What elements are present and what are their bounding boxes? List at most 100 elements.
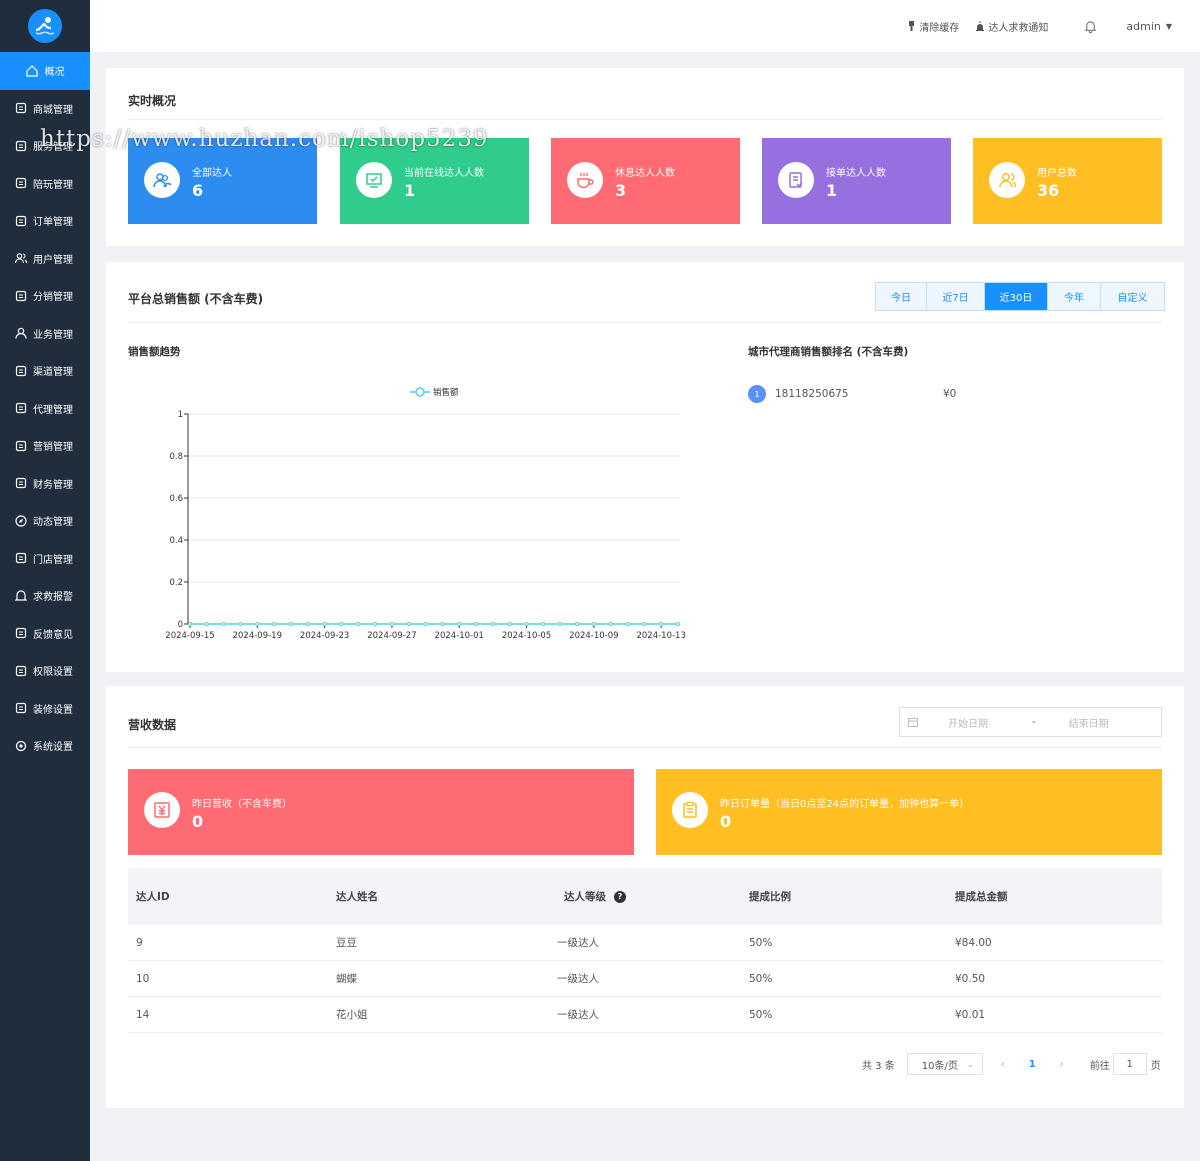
range-option[interactable]: 近7日 [927, 283, 985, 310]
clear-cache-button[interactable]: 清除缓存 [907, 19, 959, 34]
data-point [609, 622, 612, 625]
revenue-stat-label: 昨日营收（不含车费） [192, 795, 292, 810]
date-range-picker[interactable]: 开始日期 - 结束日期 [899, 707, 1162, 737]
data-point [676, 622, 679, 625]
sidebar-item-label: 渠道管理 [33, 363, 73, 378]
calendar-icon [908, 717, 918, 727]
x-tick-label: 2024-09-27 [367, 631, 416, 641]
range-option[interactable]: 今日 [876, 283, 927, 310]
x-tick-label: 2024-10-09 [569, 631, 618, 641]
sidebar-item-5[interactable]: 用户管理 [0, 240, 90, 278]
coffee-icon [567, 162, 603, 198]
legend-label[interactable]: 销售额 [433, 387, 459, 398]
top-bar: 清除缓存 达人求救通知 admin ▼ [90, 0, 1200, 52]
data-point [306, 622, 309, 625]
range-option[interactable]: 今年 [1048, 283, 1101, 310]
marketing-icon [14, 439, 27, 452]
stat-label: 全部达人 [192, 164, 232, 179]
sidebar-item-15[interactable]: 反馈意见 [0, 615, 90, 653]
brush-icon [907, 21, 916, 31]
prev-page-button[interactable]: ‹ [1001, 1059, 1005, 1070]
sidebar-item-label: 门店管理 [33, 551, 73, 566]
table-cell: 10 [128, 973, 336, 985]
data-point [575, 622, 578, 625]
table-cell: 一级达人 [542, 971, 749, 986]
start-date-input[interactable]: 开始日期 [948, 715, 1008, 730]
y-tick-label: 0.6 [169, 494, 183, 504]
table-row: 14 花小姐 一级达人 50% ¥0.01 [128, 997, 1162, 1033]
user-group-icon [989, 162, 1025, 198]
data-point [508, 622, 511, 625]
sidebar-item-13[interactable]: 门店管理 [0, 540, 90, 578]
sidebar-item-18[interactable]: 系统设置 [0, 727, 90, 765]
col-header: 提成总金额 [955, 889, 1162, 904]
sidebar-item-0[interactable]: 概况 [0, 52, 90, 90]
stat-card: 当前在线达人人数 1 [340, 138, 529, 224]
sidebar-item-2[interactable]: 服务管理 [0, 127, 90, 165]
page-number[interactable]: 1 [1029, 1059, 1036, 1070]
x-tick-label: 2024-10-01 [435, 631, 484, 641]
stat-label: 接单达人人数 [826, 164, 886, 179]
rank-number: 1 [748, 385, 766, 403]
sidebar-item-label: 求救报警 [33, 588, 73, 603]
sidebar-item-label: 分销管理 [33, 288, 73, 303]
total-count: 共 3 条 [862, 1057, 895, 1072]
data-point [626, 622, 629, 625]
table-cell: 50% [749, 1009, 955, 1021]
sidebar-item-11[interactable]: 财务管理 [0, 465, 90, 503]
sidebar-item-7[interactable]: 业务管理 [0, 315, 90, 353]
range-option[interactable]: 自定义 [1101, 283, 1164, 310]
sidebar-item-3[interactable]: 陪玩管理 [0, 165, 90, 203]
stat-card: 接单达人人数 1 [762, 138, 951, 224]
table-cell: ¥0.01 [955, 1009, 1162, 1021]
page-unit-label: 页 [1151, 1057, 1161, 1072]
sos-notice-button[interactable]: 达人求救通知 [975, 19, 1048, 34]
rank-item: 1 18118250675 ¥0 [748, 385, 956, 403]
sos-notice-label: 达人求救通知 [988, 19, 1048, 34]
sidebar-item-16[interactable]: 权限设置 [0, 652, 90, 690]
table-cell: 9 [128, 937, 336, 949]
table-row: 10 蝴蝶 一级达人 50% ¥0.50 [128, 961, 1162, 997]
sales-title: 平台总销售额 (不含车费) [128, 290, 263, 307]
sidebar-item-6[interactable]: 分销管理 [0, 277, 90, 315]
sidebar-item-label: 服务管理 [33, 138, 73, 153]
range-option[interactable]: 近30日 [985, 283, 1048, 310]
data-point [239, 622, 242, 625]
rank-amount: ¥0 [943, 388, 956, 400]
stat-value: 3 [615, 181, 626, 200]
page-size-select[interactable]: 10条/页 ⌄ [907, 1053, 983, 1075]
sitemap-icon [14, 289, 27, 302]
x-tick-label: 2024-09-19 [233, 631, 282, 641]
sidebar-item-label: 概况 [45, 63, 65, 78]
data-point [592, 622, 595, 625]
sidebar-item-17[interactable]: 装修设置 [0, 690, 90, 728]
data-point [559, 622, 562, 625]
sidebar-item-14[interactable]: 求救报警 [0, 577, 90, 615]
sidebar-item-9[interactable]: 代理管理 [0, 390, 90, 428]
data-point [424, 622, 427, 625]
user-dropdown[interactable]: admin ▼ [1126, 20, 1172, 33]
notification-bell[interactable] [1084, 20, 1100, 33]
store-icon [14, 552, 27, 565]
data-point [340, 622, 343, 625]
next-page-button[interactable]: › [1060, 1059, 1064, 1070]
goto-page-input[interactable]: 1 [1113, 1053, 1147, 1075]
logo-icon [28, 9, 62, 43]
end-date-input[interactable]: 结束日期 [1069, 715, 1109, 730]
sidebar-item-8[interactable]: 渠道管理 [0, 352, 90, 390]
compass-icon [14, 514, 27, 527]
sidebar-item-4[interactable]: 订单管理 [0, 202, 90, 240]
stat-card: 全部达人 6 [128, 138, 317, 224]
sidebar-item-12[interactable]: 动态管理 [0, 502, 90, 540]
y-tick-label: 0.4 [169, 536, 183, 546]
data-point [542, 622, 545, 625]
help-icon[interactable]: ? [614, 891, 626, 903]
sidebar-item-1[interactable]: 商城管理 [0, 90, 90, 128]
revenue-stat-card: 昨日订单量（当日0点至24点的订单量，加钟也算一单） 0 [656, 769, 1162, 855]
app-logo[interactable] [0, 0, 90, 52]
data-point [205, 622, 208, 625]
sidebar-item-label: 业务管理 [33, 326, 73, 341]
stat-label: 用户总数 [1037, 164, 1077, 179]
sidebar-item-label: 财务管理 [33, 476, 73, 491]
sidebar-item-10[interactable]: 营销管理 [0, 427, 90, 465]
